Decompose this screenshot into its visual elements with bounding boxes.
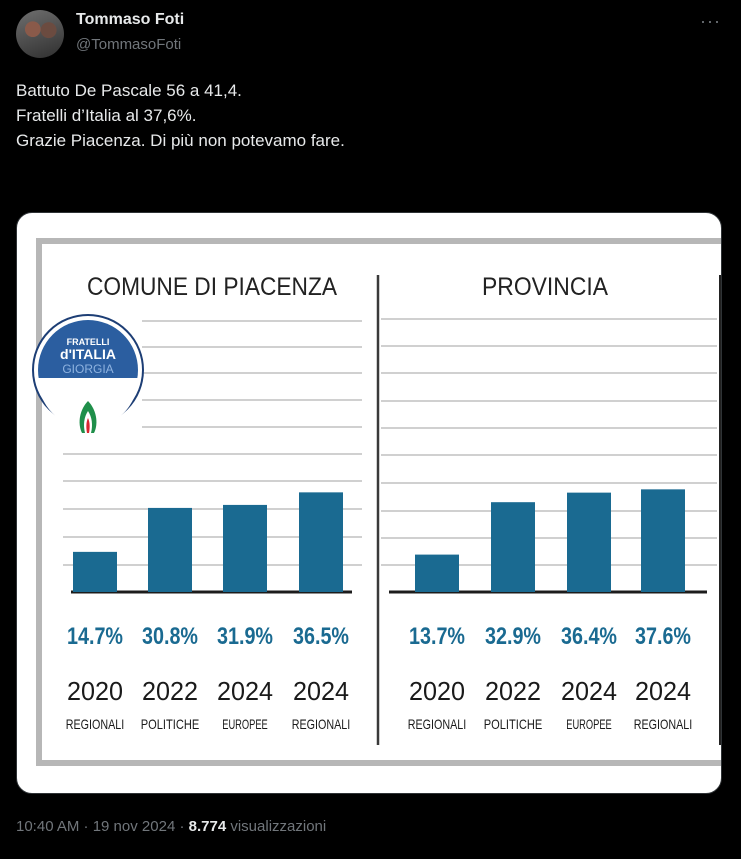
year-label: 2022 [142,676,198,706]
chart-title-provincia: PROVINCIA [482,273,608,301]
author-handle[interactable]: @TommasoFoti [76,36,182,53]
bar [73,551,117,592]
value-label: 14.7% [67,623,123,650]
value-label: 37.6% [635,623,691,650]
election-type-label: REGIONALI [66,716,125,732]
year-label: 2024 [561,676,617,706]
views-label: visualizzazioni [226,818,327,835]
tweet-image[interactable]: 14.7% 2020 REGIONALI 30.8% 2022 POLITICHE 31.9… [16,212,722,794]
bar [491,502,535,592]
value-label: 32.9% [485,623,541,650]
bar [223,504,267,592]
logo-text: GIORGIA [62,362,113,376]
year-label: 2020 [409,676,465,706]
logo-text: MELONI [49,376,127,398]
election-type-label: POLITICHE [484,716,543,732]
tweet-meta: 10:40 AM · 19 nov 2024 · 8.774 visualizz… [16,818,326,835]
election-type-label: REGIONALI [634,716,693,732]
tweet-line: Battuto De Pascale 56 a 41,4. [16,81,242,100]
views-count: 8.774 [188,818,227,835]
year-label: 2020 [67,676,123,706]
author-name[interactable]: Tommaso Foti [76,11,185,28]
election-type-label: EUROPEE [566,716,612,732]
value-label: 36.4% [561,623,617,650]
election-type-label: REGIONALI [292,716,351,732]
logo-text: FRATELLI [67,337,110,347]
value-label: 13.7% [409,623,465,650]
more-options-icon[interactable]: ··· [700,11,721,31]
right-bars: 13.7% 2020 REGIONALI 32.9% 2022 POLITICHE 36.4… [408,489,693,732]
year-label: 2022 [485,676,541,706]
value-label: 36.5% [293,623,349,650]
tweet-line: Grazie Piacenza. Di più non potevamo far… [16,131,345,150]
bar [567,492,611,592]
bar-chart-image: 14.7% 2020 REGIONALI 30.8% 2022 POLITICHE 31.9… [32,238,721,766]
value-label: 30.8% [142,623,198,650]
chart-frame [36,238,721,766]
election-type-label: REGIONALI [408,716,467,732]
election-type-label: EUROPEE [222,716,268,732]
election-type-label: POLITICHE [141,716,200,732]
bar [641,489,685,592]
timestamp[interactable]: 10:40 AM · 19 nov 2024 · [16,818,189,835]
tweet-text: Battuto De Pascale 56 a 41,4. Fratelli d… [16,78,716,153]
chart-title-comune: COMUNE DI PIACENZA [87,273,337,301]
logo-text: d'ITALIA [60,346,116,362]
left-bars: 14.7% 2020 REGIONALI 30.8% 2022 POLITICHE 31.9… [66,492,351,732]
year-label: 2024 [635,676,691,706]
year-label: 2024 [293,676,349,706]
fdi-logo: FRATELLI d'ITALIA GIORGIA MELONI [32,314,144,433]
author-avatar[interactable] [16,10,64,58]
tweet-line: Fratelli d’Italia al 37,6%. [16,106,197,125]
value-label: 31.9% [217,623,273,650]
bar [299,492,343,592]
bar [415,554,459,592]
bar [148,507,192,592]
year-label: 2024 [217,676,273,706]
